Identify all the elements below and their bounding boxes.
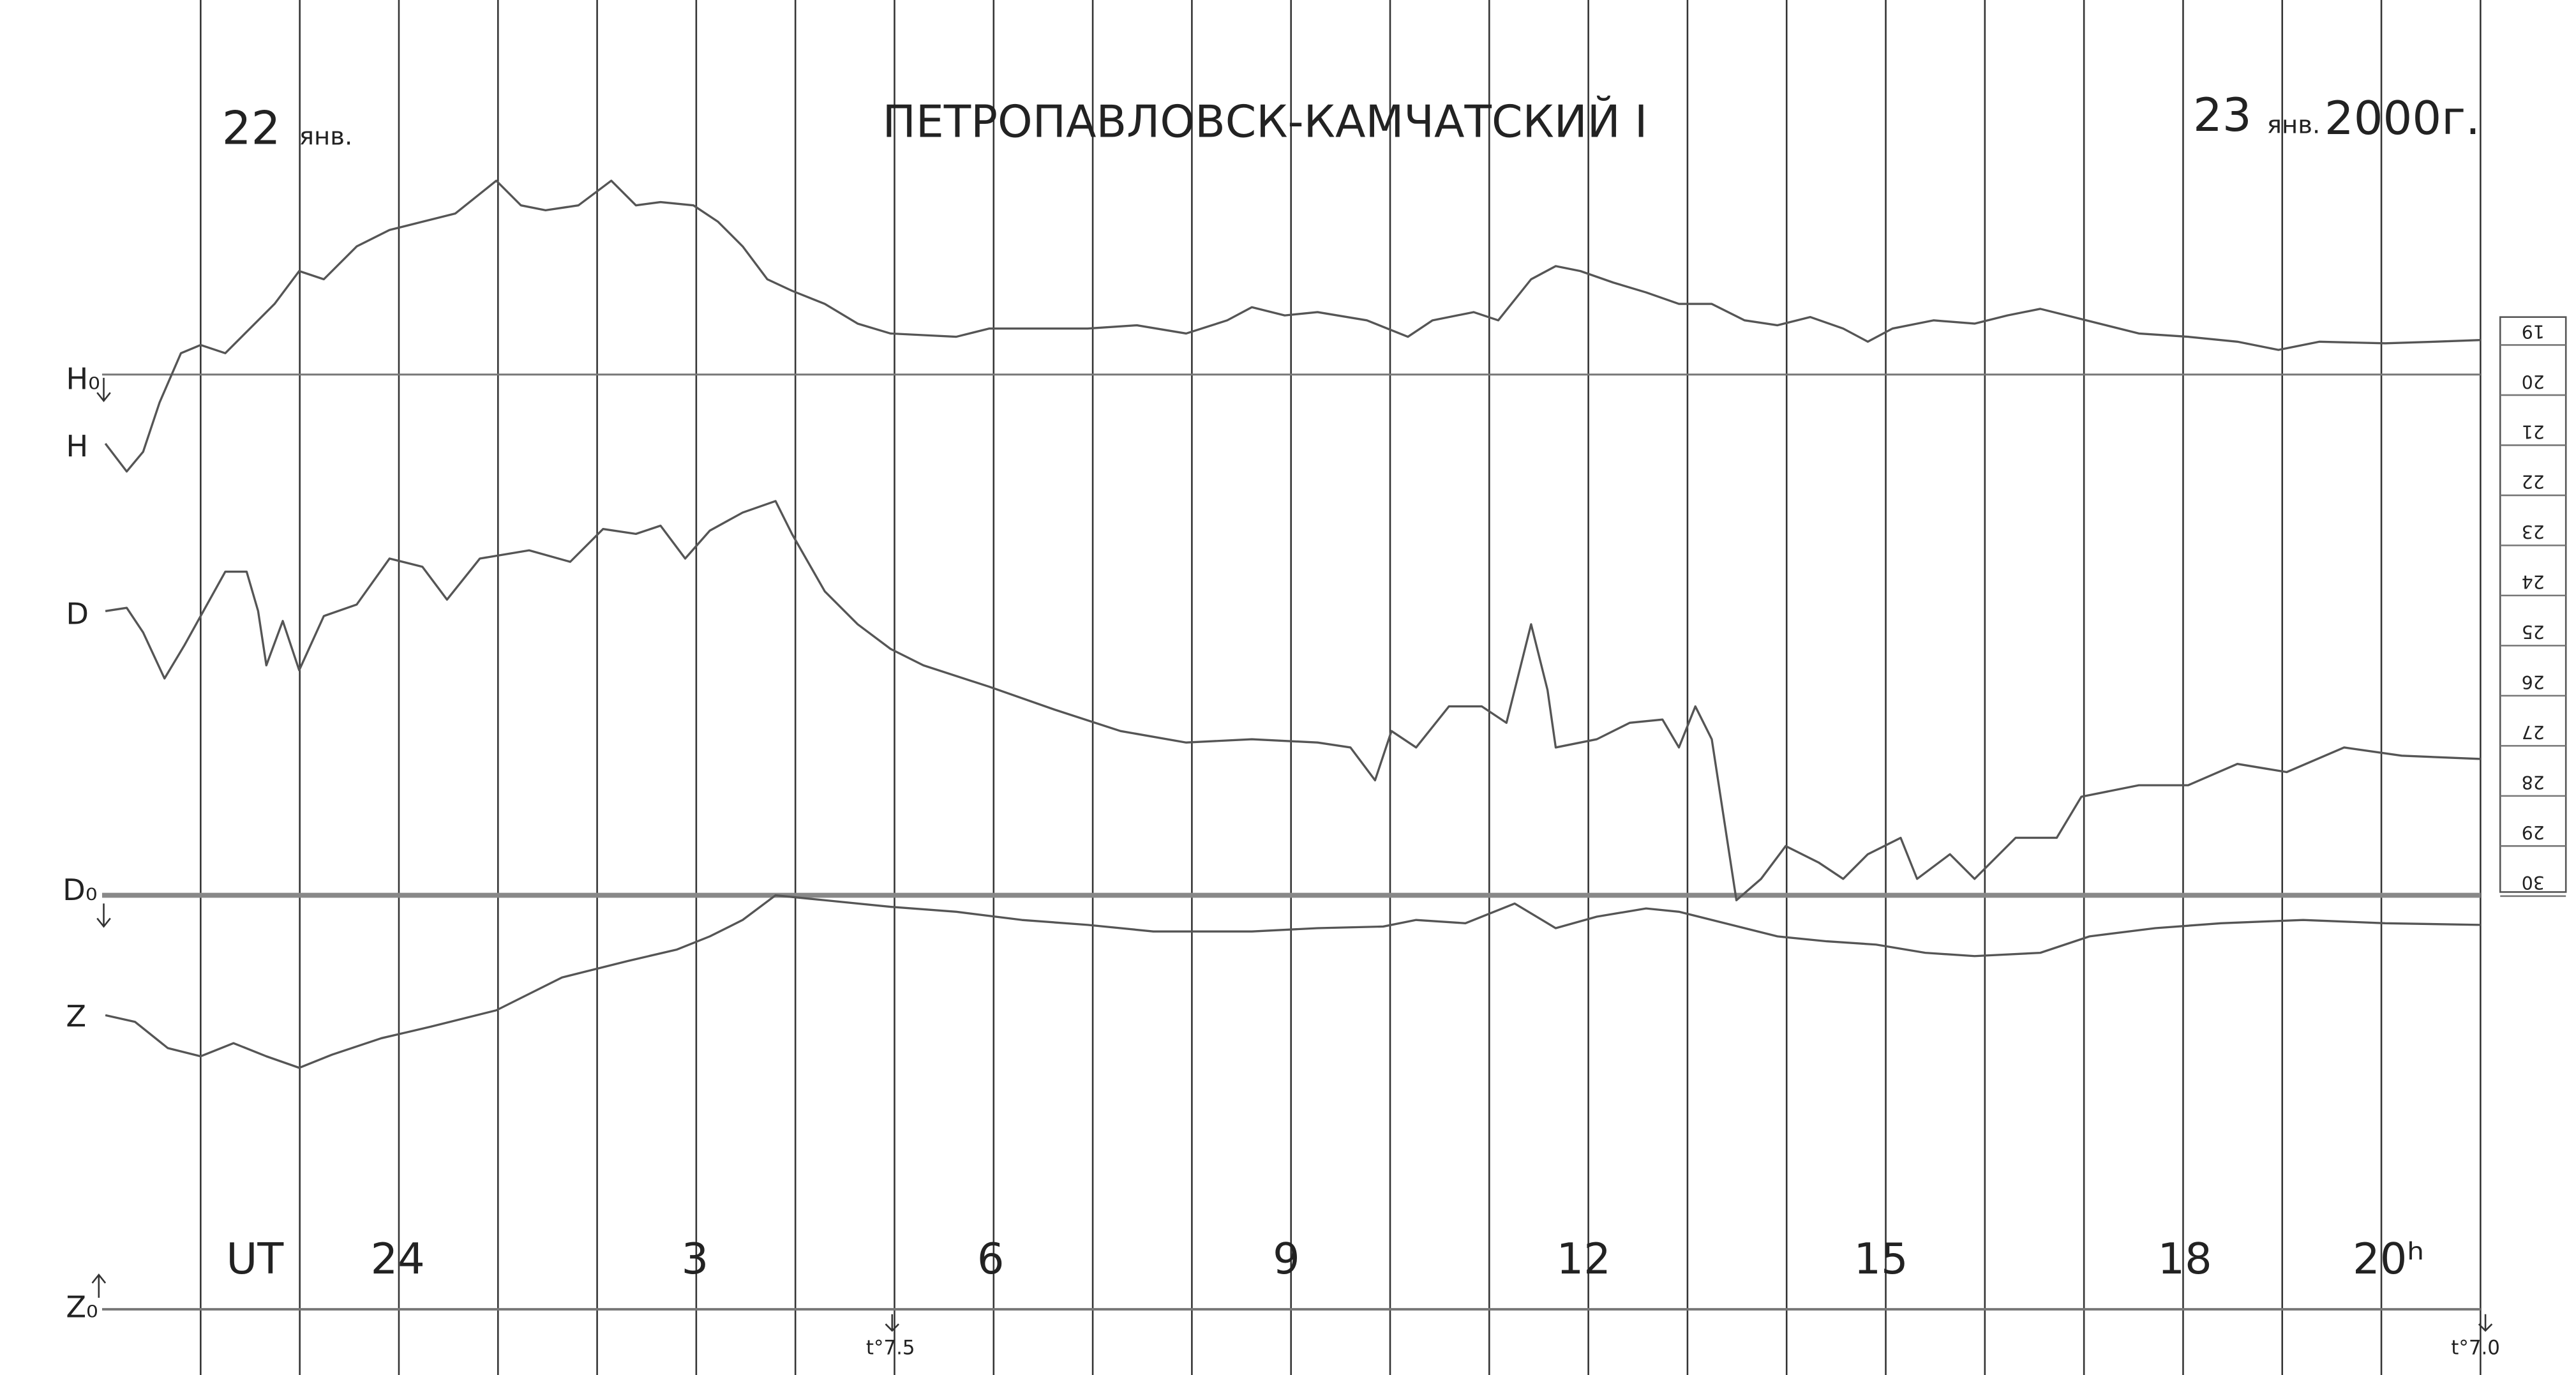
arrow [96, 377, 111, 402]
hour-label: 6 [977, 1234, 1005, 1284]
temperature-start: t°7.5 [866, 1336, 915, 1359]
scale-label: 23 [2522, 521, 2545, 542]
temperature-end: t°7.0 [2451, 1336, 2500, 1359]
end-day: 23 [2193, 88, 2252, 142]
station-title: ПЕТРОПАВЛОВСК-КАМЧАТСКИЙ I [883, 96, 1648, 148]
start-day: 22 [222, 101, 281, 154]
hour-lines [200, 0, 2482, 1375]
start-month: янв. [299, 123, 352, 151]
d-trace [105, 500, 2481, 901]
end-month: янв. [2267, 111, 2320, 140]
hour-label: 20ʰ [2353, 1234, 2424, 1284]
hour-label: UT [226, 1234, 284, 1284]
trace-label: D [66, 597, 89, 631]
arrow [2478, 1314, 2493, 1332]
end-year: 2000г. [2325, 91, 2480, 145]
time-axis: UT 24 3 6 9 12 15 18 20ʰ [226, 1234, 2424, 1284]
arrow [91, 1273, 107, 1298]
h-trace [104, 179, 2481, 473]
arrow [885, 1314, 899, 1332]
scale-label: 26 [2522, 672, 2545, 693]
scale-frame [2499, 316, 2567, 893]
scale-label: 19 [2522, 320, 2545, 342]
scale-label: 27 [2522, 721, 2545, 742]
trace-label: Z₀ [66, 1290, 98, 1325]
scale-label: 28 [2522, 772, 2545, 793]
scale-label: 20 [2522, 371, 2545, 392]
scale-label: 24 [2522, 571, 2545, 592]
scale-label: 25 [2522, 621, 2545, 642]
arrow [96, 903, 111, 928]
paper [3, 0, 2573, 1375]
z-trace [105, 894, 2481, 1069]
trace-label: D₀ [63, 873, 97, 907]
scale-label: 21 [2522, 421, 2545, 442]
hour-label: 18 [2158, 1234, 2212, 1284]
hour-label: 9 [1273, 1234, 1300, 1284]
trace-label: H [66, 429, 88, 463]
hour-label: 12 [1557, 1234, 1611, 1284]
trace-label: H₀ [66, 362, 100, 396]
hour-label: 24 [371, 1234, 425, 1284]
scale: 19 20 21 22 23 24 25 26 27 28 29 30 [2500, 320, 2566, 898]
hour-label: 3 [682, 1234, 709, 1284]
trace-label: Z [66, 999, 86, 1033]
hour-label: 15 [1853, 1234, 1908, 1284]
scale-label: 29 [2522, 822, 2545, 843]
scale-label: 22 [2522, 471, 2545, 492]
scale-label: 30 [2522, 872, 2545, 893]
